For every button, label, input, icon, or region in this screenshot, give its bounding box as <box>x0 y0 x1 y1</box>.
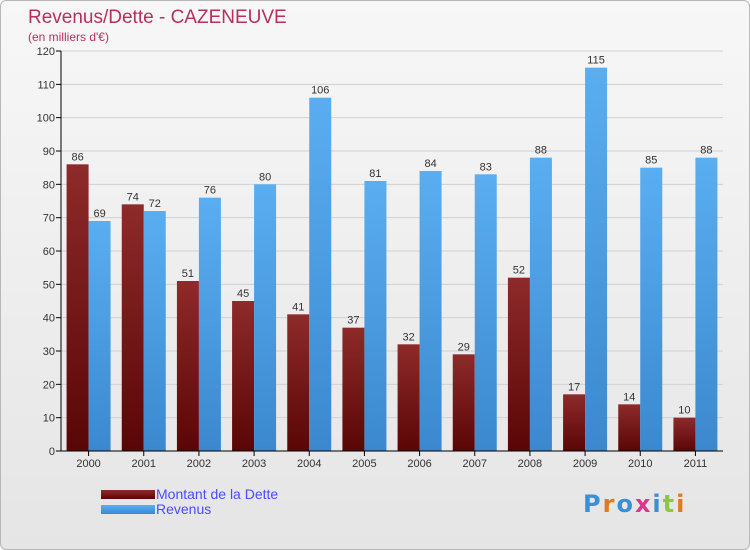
legend-swatch-debt <box>101 490 155 499</box>
y-tick-label: 90 <box>43 146 55 158</box>
legend-label-debt: Montant de la Dette <box>156 486 279 502</box>
data-label: 32 <box>402 331 414 343</box>
data-label: 88 <box>700 145 712 157</box>
data-label: 85 <box>645 155 657 167</box>
y-tick-label: 80 <box>43 179 55 191</box>
bar-dette <box>176 281 199 451</box>
logo-letter: i <box>652 490 663 518</box>
y-tick-label: 50 <box>43 279 55 291</box>
bar-revenus <box>419 171 442 451</box>
x-tick-label: 2009 <box>573 458 597 470</box>
bar-dette <box>397 344 420 451</box>
bar-dette <box>563 394 586 451</box>
y-tick-label: 100 <box>37 113 55 125</box>
bar-dette <box>342 327 365 451</box>
logo-letter: t <box>662 490 677 518</box>
y-tick-label: 40 <box>43 313 55 325</box>
bar-revenus <box>640 167 663 451</box>
bar-dette <box>287 314 310 451</box>
y-tick-label: 20 <box>43 379 55 391</box>
data-label: 37 <box>347 315 359 327</box>
y-tick-label: 60 <box>43 246 55 258</box>
y-tick-label: 120 <box>37 46 55 58</box>
bar-dette <box>232 301 255 451</box>
x-tick-label: 2005 <box>352 458 376 470</box>
bar-revenus <box>198 197 221 451</box>
x-tick-label: 2002 <box>187 458 211 470</box>
data-label: 84 <box>424 158 436 170</box>
bar-dette <box>673 417 696 451</box>
x-tick-label: 2007 <box>463 458 487 470</box>
bar-dette <box>121 204 144 451</box>
data-label: 69 <box>93 208 105 220</box>
data-label: 45 <box>237 288 249 300</box>
y-tick-label: 10 <box>43 413 55 425</box>
logo-letter: o <box>616 490 635 518</box>
data-label: 52 <box>513 265 525 277</box>
data-label: 29 <box>458 341 470 353</box>
logo-letter: P <box>583 490 603 518</box>
data-label: 72 <box>149 198 161 210</box>
bar-revenus <box>529 157 552 451</box>
bar-revenus <box>695 157 718 451</box>
bar-dette <box>452 354 475 451</box>
legend-swatch-revenus <box>101 505 155 514</box>
bar-revenus <box>474 174 497 452</box>
proxiti-logo: Proxiti <box>583 490 686 518</box>
data-label: 80 <box>259 171 271 183</box>
x-tick-label: 2006 <box>407 458 431 470</box>
data-label: 83 <box>480 161 492 173</box>
data-label: 41 <box>292 301 304 313</box>
y-tick-label: 0 <box>49 446 55 458</box>
data-label: 14 <box>623 391 635 403</box>
x-tick-label: 2001 <box>132 458 156 470</box>
bar-revenus <box>143 211 166 451</box>
bar-revenus <box>585 67 608 452</box>
data-label: 76 <box>204 185 216 197</box>
chart-subtitle: (en milliers d'€) <box>28 30 109 44</box>
bar-revenus <box>88 221 111 451</box>
data-label: 106 <box>311 85 329 97</box>
bar-revenus <box>364 181 387 451</box>
bar-dette <box>618 404 641 451</box>
data-label: 17 <box>568 381 580 393</box>
bar-dette <box>507 277 530 451</box>
data-label: 74 <box>127 191 139 203</box>
logo-letter: r <box>602 490 617 518</box>
logo-letter: i <box>676 490 687 518</box>
data-label: 86 <box>71 151 83 163</box>
logo-letter: x <box>634 490 653 518</box>
bar-revenus <box>309 97 332 452</box>
bar-revenus <box>254 184 277 452</box>
y-tick-label: 30 <box>43 346 55 358</box>
data-label: 81 <box>369 168 381 180</box>
data-label: 88 <box>535 145 547 157</box>
data-label: 51 <box>182 268 194 280</box>
x-tick-label: 2000 <box>76 458 100 470</box>
x-tick-label: 2011 <box>684 458 708 470</box>
bar-dette <box>66 164 89 452</box>
data-label: 115 <box>587 55 605 67</box>
x-tick-label: 2008 <box>518 458 542 470</box>
x-tick-label: 2010 <box>628 458 652 470</box>
y-tick-label: 70 <box>43 213 55 225</box>
x-tick-label: 2004 <box>297 458 321 470</box>
y-tick-label: 110 <box>37 79 55 91</box>
data-label: 10 <box>678 405 690 417</box>
legend-label-revenus: Revenus <box>156 501 212 517</box>
chart-title: Revenus/Dette - CAZENEUVE <box>28 7 287 28</box>
x-tick-label: 2003 <box>242 458 266 470</box>
